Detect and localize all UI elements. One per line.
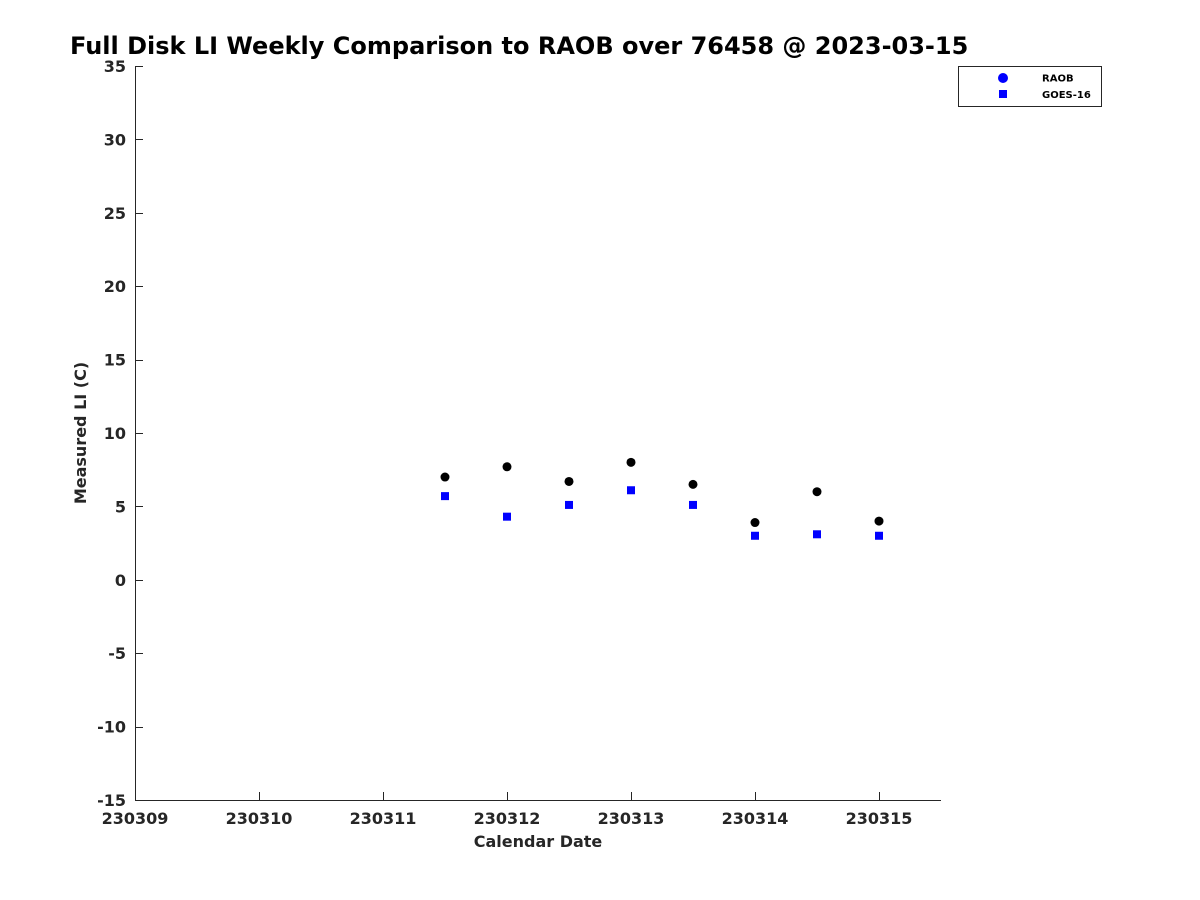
legend-label-raob: RAOB	[1042, 74, 1074, 85]
data-point-raob	[812, 487, 822, 497]
y-axis-label: Measured LI (C)	[71, 362, 90, 504]
y-tick-label: -5	[108, 644, 126, 663]
data-point-raob	[626, 457, 636, 467]
x-tick-label: 230312	[474, 809, 541, 828]
y-tick-label: 20	[104, 277, 126, 296]
data-point-raob	[502, 462, 512, 472]
data-point-goes-16	[875, 531, 883, 540]
x-tick-label: 230315	[846, 809, 913, 828]
x-ticks: 230309 230310 230311 230312 230313 230314 2303…	[102, 792, 913, 828]
y-tick-label: 10	[104, 424, 126, 443]
y-tick-label: 30	[104, 130, 126, 149]
chart-title: Full Disk LI Weekly Comparison to RAOB o…	[70, 32, 968, 60]
data-point-goes-16	[441, 492, 449, 501]
data-point-raob	[440, 472, 450, 482]
data-point-goes-16	[689, 500, 697, 509]
x-axis-label: Calendar Date	[474, 832, 603, 851]
data-point-goes-16	[565, 500, 573, 509]
y-tick-label: 0	[115, 571, 126, 590]
y-tick-label: -10	[97, 718, 126, 737]
x-tick-label: 230311	[350, 809, 417, 828]
y-tick-label: -15	[97, 791, 126, 810]
data-point-raob	[874, 516, 884, 526]
x-tick-label: 230313	[598, 809, 665, 828]
data-point-raob	[750, 518, 760, 528]
y-tick-label: 25	[104, 204, 126, 223]
plot-area	[135, 66, 941, 801]
data-point-goes-16	[503, 512, 511, 521]
data-points	[440, 457, 884, 540]
data-point-raob	[688, 479, 698, 489]
y-ticks: 35 30 25 20 15 10 5 0 -5 -10 -15	[97, 57, 143, 810]
legend-marker-goes-16	[999, 90, 1007, 98]
x-tick-label: 230314	[722, 809, 789, 828]
data-point-raob	[564, 476, 574, 486]
data-point-goes-16	[813, 530, 821, 539]
legend: RAOB GOES-16	[958, 66, 1102, 107]
legend-marker-raob	[998, 73, 1008, 83]
x-tick-label: 230309	[102, 809, 169, 828]
y-tick-label: 5	[115, 497, 126, 516]
y-tick-label: 35	[104, 57, 126, 76]
x-tick-label: 230310	[226, 809, 293, 828]
legend-box	[958, 66, 1102, 107]
legend-label-goes-16: GOES-16	[1042, 90, 1091, 101]
data-point-goes-16	[751, 531, 759, 540]
y-tick-label: 15	[104, 351, 126, 370]
data-point-goes-16	[627, 486, 635, 495]
